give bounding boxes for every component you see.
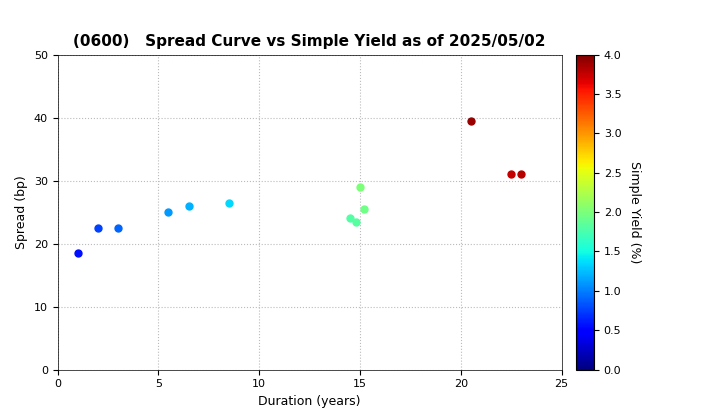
Point — [112, 224, 124, 231]
Y-axis label: Spread (bp): Spread (bp) — [15, 175, 28, 249]
Point — [163, 209, 174, 215]
Y-axis label: Simple Yield (%): Simple Yield (%) — [628, 161, 641, 263]
Point — [350, 218, 361, 225]
Title: (0600)   Spread Curve vs Simple Yield as of 2025/05/02: (0600) Spread Curve vs Simple Yield as o… — [73, 34, 546, 49]
Point — [223, 199, 235, 206]
X-axis label: Duration (years): Duration (years) — [258, 395, 361, 408]
Point — [92, 224, 104, 231]
Point — [183, 202, 194, 209]
Point — [505, 171, 517, 178]
Point — [465, 117, 477, 124]
Point — [344, 215, 356, 222]
Point — [354, 184, 366, 190]
Point — [516, 171, 527, 178]
Point — [359, 205, 370, 212]
Point — [72, 249, 84, 256]
